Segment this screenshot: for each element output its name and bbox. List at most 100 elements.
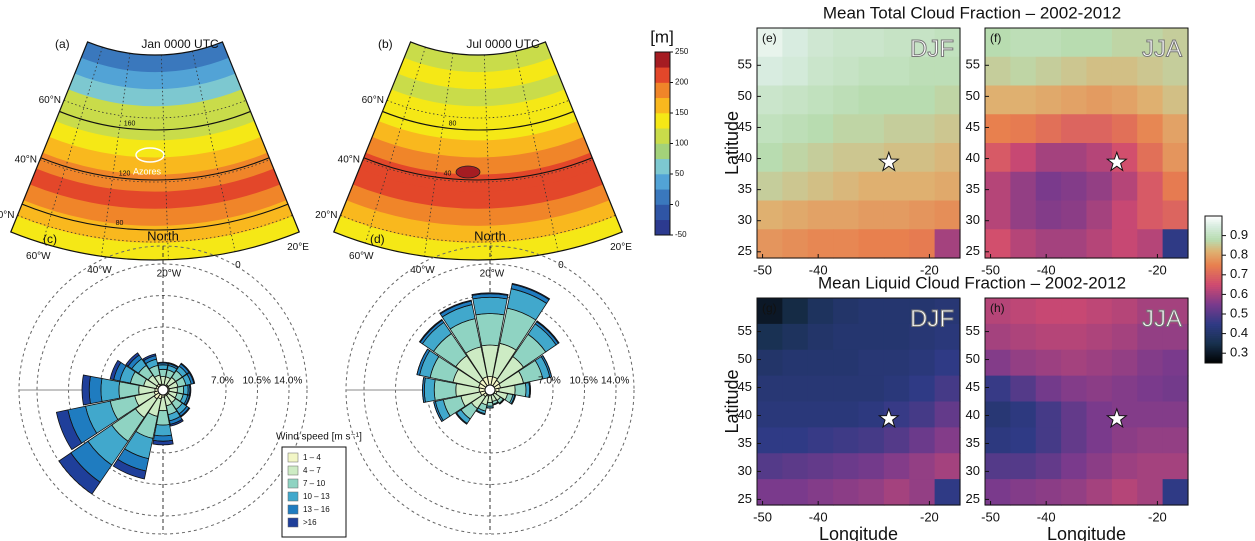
legend-swatch (287, 478, 299, 489)
colorbar-slice (1205, 251, 1222, 254)
heatmap-cell (1111, 229, 1138, 259)
heatmap-cell (934, 298, 961, 325)
heatmap-cell (1162, 453, 1189, 480)
heatmap-cell (1010, 427, 1037, 454)
colorbar-slice (1205, 247, 1222, 250)
colorbar-slice (1205, 300, 1222, 303)
heatmap-cell (985, 56, 1011, 87)
colorbar-slice (1205, 249, 1222, 252)
heatmap-cell (833, 114, 860, 144)
heatmap-cell (807, 479, 834, 506)
y-tick-label: 35 (966, 435, 980, 450)
colorbar-slice (1205, 223, 1222, 227)
rose-tick-label: 7.0% (211, 376, 234, 387)
contour-band (371, 121, 585, 158)
y-tick-label: 30 (966, 212, 980, 227)
rose-segment (112, 458, 147, 480)
colorbar-slice (1205, 355, 1222, 358)
colorbar-slice (1205, 274, 1222, 278)
heatmap-cell (807, 298, 834, 325)
heatmap-cell (1111, 375, 1138, 403)
rose-segment (486, 401, 494, 407)
y-tick-label: 45 (966, 379, 980, 394)
colorbar-slice (1205, 296, 1222, 299)
colorbar-slice (1205, 216, 1222, 219)
legend-label: 13 – 16 (303, 505, 330, 514)
rose-segment (169, 418, 184, 427)
colorbar-slice (1205, 314, 1222, 317)
colorbar-slice (1205, 361, 1222, 364)
season-label: DJF (910, 305, 954, 332)
heatmap-cell (1010, 85, 1037, 115)
contour-line (59, 110, 251, 131)
panel-label: (h) (990, 301, 1005, 315)
heatmap-cell (1061, 401, 1088, 428)
site-marker (1105, 407, 1128, 429)
heatmap-cell (757, 143, 783, 173)
heatmap-cell (807, 56, 834, 87)
lon-label: 0 (235, 260, 241, 271)
y-tick-label: 55 (966, 323, 980, 338)
colorbar-slice (1205, 225, 1222, 229)
rose-segment (423, 377, 436, 403)
heatmap-cell (883, 427, 910, 454)
contour-line (363, 157, 593, 181)
x-tick-label: -50 (753, 509, 772, 524)
heatmap-cell (883, 200, 910, 230)
x-tick-label: -20 (1148, 509, 1167, 524)
heatmap-cell (1061, 229, 1088, 259)
lat-label: 60°N (362, 95, 384, 106)
colorbar-slice (1205, 284, 1222, 287)
heatmap-cell (858, 453, 885, 480)
x-tick-label: -20 (920, 262, 939, 277)
heatmap-cell (1137, 375, 1164, 403)
heatmap-cell (1111, 349, 1138, 377)
rose-segment (422, 377, 425, 403)
heatmap-cell (807, 114, 834, 144)
heatmap-cell (1162, 143, 1189, 173)
rose-segment (154, 424, 172, 437)
heatmap-cell (858, 200, 885, 230)
heatmap-cell (807, 143, 834, 173)
heatmap-cell (782, 401, 809, 428)
colorbar-slice (1205, 315, 1222, 319)
heatmap-cell (1162, 349, 1189, 377)
colorbar-slice (1205, 229, 1222, 233)
heatmap-cell (909, 56, 936, 87)
colorbar-swatch (655, 204, 670, 221)
x-tick-label: -40 (1037, 262, 1056, 277)
heatmap-cell (985, 453, 1011, 480)
heatmap-cell (1010, 401, 1037, 428)
heatmap-cell (934, 427, 961, 454)
heatmap-cell (1086, 200, 1113, 230)
contour-band (391, 73, 565, 107)
heatmap-cell (1061, 427, 1088, 454)
direction-label: North (147, 228, 179, 243)
contour-band (359, 152, 597, 193)
heatmap-cell (883, 298, 910, 325)
parallel (386, 99, 570, 119)
colorbar-slice (1205, 335, 1222, 338)
heatmap-cell (1061, 28, 1088, 58)
heatmap-cell (1086, 427, 1113, 454)
heatmap-cell (1137, 56, 1164, 87)
contour-line (382, 110, 574, 131)
heatmap-cell (782, 479, 809, 506)
x-tick-label: -50 (981, 509, 1000, 524)
y-tick-label: 25 (738, 491, 752, 506)
heatmap-cell (782, 28, 809, 58)
colorbar-slice (1205, 217, 1222, 221)
heatmap-cell (985, 143, 1011, 173)
heatmap-cell (782, 143, 809, 173)
heatmap-cell (985, 200, 1011, 230)
heatmap-cell (909, 114, 936, 144)
y-tick-label: 40 (738, 407, 752, 422)
legend-swatch (287, 491, 299, 502)
colorbar-slice (1205, 276, 1222, 280)
heatmap-cell (1035, 200, 1062, 230)
rose-segment (416, 348, 428, 375)
colorbar-slice (1205, 241, 1222, 244)
x-axis-label: Longitude (1047, 524, 1126, 541)
heatmap-cell (934, 323, 961, 351)
heatmap-cell (1162, 401, 1189, 428)
